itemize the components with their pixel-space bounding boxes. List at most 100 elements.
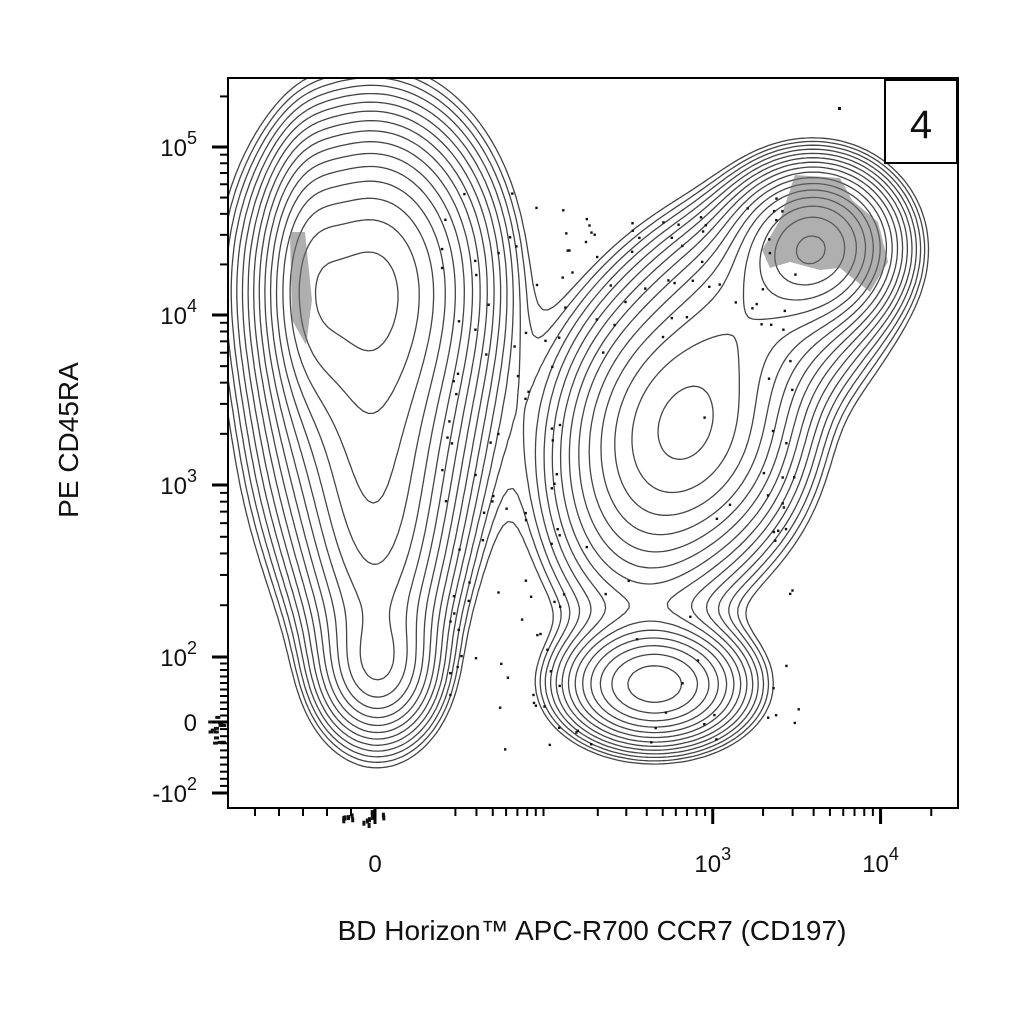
event-dot xyxy=(588,224,591,227)
axis-event-dot xyxy=(370,814,374,820)
event-dot xyxy=(715,517,719,520)
event-dot xyxy=(604,592,607,596)
event-dot xyxy=(558,423,562,427)
x-tick-label-exponent: 3 xyxy=(721,844,731,864)
event-dot xyxy=(561,276,564,279)
event-dot xyxy=(566,249,569,252)
event-dot xyxy=(793,476,796,479)
event-dot xyxy=(497,251,500,255)
event-dot xyxy=(453,612,456,615)
event-dot xyxy=(654,726,657,730)
event-dot xyxy=(774,714,778,717)
event-dot xyxy=(575,731,578,734)
axis-event-dot xyxy=(370,810,374,816)
y-tick-label: 105 xyxy=(160,128,197,162)
event-dot xyxy=(708,285,711,288)
event-dot xyxy=(441,468,444,472)
axis-event-dot xyxy=(210,728,216,732)
event-dot xyxy=(489,441,492,444)
event-dot xyxy=(556,528,559,531)
event-dot xyxy=(553,482,556,485)
contour-level xyxy=(253,120,899,739)
x-tick-label-base: 10 xyxy=(862,851,889,878)
y-tick-label-base: 10 xyxy=(160,473,187,500)
y-tick-label: 0 xyxy=(184,710,197,737)
axis-event-dot xyxy=(368,817,371,823)
y-tick-label-exponent: 2 xyxy=(187,774,197,794)
event-dot xyxy=(474,657,478,660)
event-dot xyxy=(777,529,780,532)
event-dot xyxy=(568,249,571,252)
event-dot xyxy=(474,473,477,477)
event-dot xyxy=(751,307,754,310)
event-dot xyxy=(585,217,588,221)
event-dot xyxy=(791,589,794,592)
event-dot xyxy=(529,595,533,598)
event-dot xyxy=(775,197,778,200)
axis-event-dot xyxy=(214,736,219,740)
event-dot xyxy=(515,245,518,248)
event-dot xyxy=(624,300,627,304)
event-dot xyxy=(762,471,766,475)
event-dot xyxy=(782,506,786,509)
event-dot xyxy=(718,283,721,286)
event-dot xyxy=(602,351,605,354)
event-dot xyxy=(474,328,477,331)
event-dot xyxy=(590,231,593,234)
contour-level xyxy=(258,130,893,734)
event-dot xyxy=(468,581,471,584)
event-dot xyxy=(452,595,456,598)
x-tick-label: 0 xyxy=(368,851,381,878)
event-dot xyxy=(524,331,528,335)
event-dot xyxy=(524,397,527,400)
axis-event-dot xyxy=(365,818,369,824)
event-dot xyxy=(734,301,737,304)
x-tick-label-base: 10 xyxy=(694,851,721,878)
event-dot xyxy=(699,216,703,219)
event-dot xyxy=(550,542,553,545)
event-dot xyxy=(596,255,599,259)
event-dot xyxy=(789,359,792,363)
event-dot xyxy=(772,530,776,534)
event-dot xyxy=(775,218,778,222)
event-dot xyxy=(638,236,641,240)
event-dot xyxy=(481,539,485,542)
event-dot xyxy=(440,266,444,270)
event-dot xyxy=(559,605,562,608)
axis-event-dot xyxy=(218,723,224,727)
contour-level xyxy=(264,141,888,728)
contour-level xyxy=(227,77,930,769)
y-axis-label: PE CD45RA xyxy=(53,362,84,518)
event-dot xyxy=(635,638,639,641)
event-dot xyxy=(593,233,596,236)
event-dot xyxy=(535,206,538,210)
event-dot xyxy=(696,659,700,662)
event-dot xyxy=(513,345,516,348)
event-dot xyxy=(661,335,665,339)
event-dot xyxy=(760,323,763,326)
event-dot xyxy=(505,507,508,510)
event-dot xyxy=(562,209,565,212)
event-dot xyxy=(670,316,673,320)
event-dot xyxy=(768,251,772,255)
event-dot xyxy=(492,494,495,498)
event-dot xyxy=(755,302,758,306)
event-dot xyxy=(475,273,478,277)
event-dot xyxy=(516,374,520,378)
axis-event-dot xyxy=(343,815,347,821)
event-dot xyxy=(534,704,538,707)
x-tick-label: 104 xyxy=(862,844,899,878)
event-dot xyxy=(703,416,706,419)
event-dot xyxy=(482,511,486,514)
contour-level xyxy=(241,101,909,747)
event-dot xyxy=(670,236,673,239)
event-dot xyxy=(703,723,706,726)
event-dot xyxy=(551,439,554,442)
event-dot xyxy=(630,250,634,253)
event-dot xyxy=(772,209,776,213)
event-dot xyxy=(449,620,452,623)
axis-event-dot xyxy=(350,813,354,819)
event-dot xyxy=(449,672,452,675)
